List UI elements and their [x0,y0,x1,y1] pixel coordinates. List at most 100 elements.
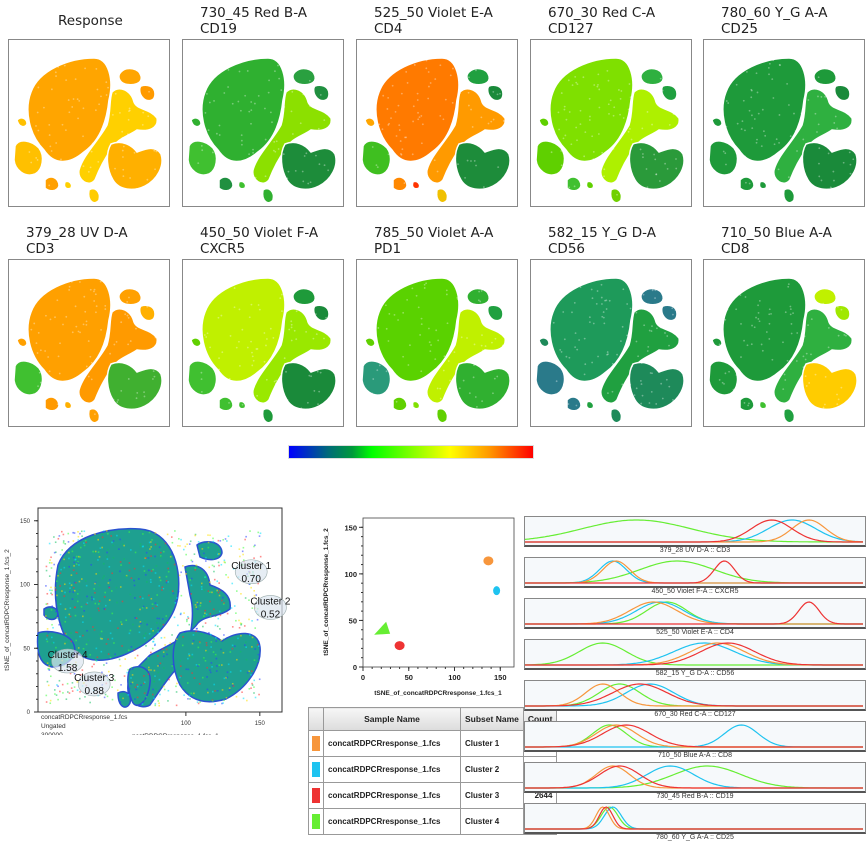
speckle [114,293,117,296]
speckle [744,129,746,132]
speckle [757,318,760,320]
speckle [466,337,468,339]
tsne-map [356,259,518,427]
speckle [800,112,803,115]
gate-cluster-4[interactable] [51,648,84,674]
speckle [43,71,46,74]
speckle [241,403,244,406]
density-dot [109,632,112,635]
density-dot [206,651,208,653]
speckle [36,406,39,409]
speckle [264,107,266,110]
density-dot [194,604,197,606]
histogram-label: 730_45 Red B-A :: CD19 [656,793,734,800]
speckle [95,139,98,142]
density-dot [74,614,77,617]
speckle [154,168,156,171]
speckle [770,185,773,188]
density-dot [175,691,178,693]
density-dot [63,566,66,569]
speckle [248,316,251,319]
density-dot [95,647,98,650]
gate-cluster-3[interactable] [77,671,111,697]
density-dot [223,699,225,702]
density-dot [125,575,128,578]
speckle [772,97,775,99]
speckle [731,64,734,66]
density-dot [140,684,143,687]
density-dot [50,592,52,595]
cell-cluster-left [13,360,44,396]
density-dot [84,696,86,698]
density-dot [59,603,62,605]
density-dot [134,597,136,599]
speckle [274,70,276,73]
density-dot [199,604,202,607]
speckle [563,179,566,182]
speckle [750,96,753,99]
gate-cluster-1[interactable] [234,559,268,585]
speckle [468,76,470,79]
density-dot [158,678,161,681]
density-dot [226,676,229,679]
speckle [616,193,618,196]
density-dot [209,669,211,671]
speckle [497,67,500,70]
density-dot [154,555,156,558]
speckle [848,151,851,154]
density-dot [194,533,197,536]
speckle [70,399,73,402]
density-dot [162,651,165,653]
cell-cluster-topR [640,67,664,86]
speckle [852,313,855,316]
speckle [560,92,563,94]
panel-title: Response [8,5,172,39]
speckle [116,401,119,403]
density-dot [138,700,141,703]
speckle [122,175,125,178]
density-dot [209,581,211,584]
speckle [39,349,42,352]
speckle [305,330,308,333]
density-dot [257,641,260,643]
density-dot [208,566,211,569]
speckle [124,313,127,316]
speckle [588,316,591,319]
density-dot [218,553,220,555]
table-row[interactable]: concatRDPCRresponse_1.fcs Cluster 3 2644 [308,782,558,809]
density-dot [235,695,238,698]
density-dot [117,627,119,629]
speckle [291,188,294,191]
density-dot [147,569,150,572]
speckle [456,296,459,299]
speckle [770,312,772,315]
density-dot [84,540,87,542]
speckle [287,65,290,67]
speckle [289,188,292,190]
density-dot [232,685,235,687]
density-dot [242,697,245,700]
density-dot [107,638,109,641]
speckle [467,187,470,190]
density-dot [76,593,79,595]
gate-cluster-2[interactable] [254,595,287,620]
speckle [392,394,394,396]
density-dot [116,689,119,692]
speckle [252,157,255,159]
density-dot [204,576,206,579]
speckle [417,306,420,309]
speckle [287,170,290,173]
speckle [141,96,144,99]
density-dot [121,645,123,647]
speckle [597,133,600,135]
speckle [76,164,78,167]
density-dot [190,692,193,695]
speckle [417,118,420,121]
histogram-curve-cluster-3 [525,601,863,625]
speckle [756,91,759,94]
speckle [248,110,251,113]
speckle [290,339,293,342]
